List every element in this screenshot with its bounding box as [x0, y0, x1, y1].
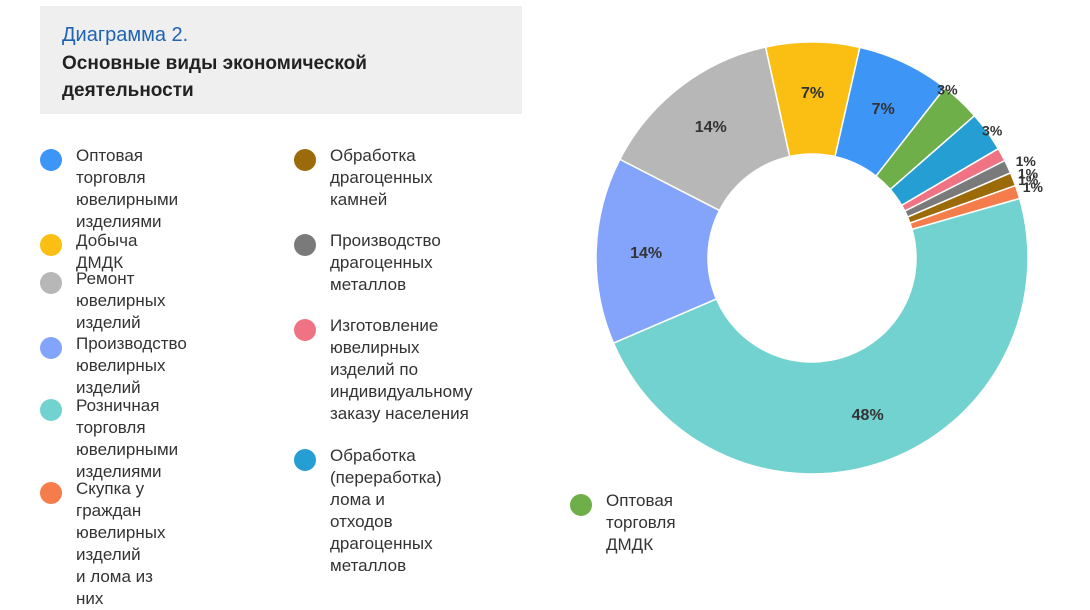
slice-label: 3% — [937, 81, 958, 97]
legend-marker — [40, 399, 62, 421]
donut-chart: 48%14%14%7%7%3%3%1%1%1%1% — [595, 41, 1044, 475]
legend-marker — [294, 449, 316, 471]
slice-label: 48% — [852, 407, 884, 424]
chart-subtitle: Основные виды экономической деятельности — [62, 53, 367, 101]
slice-label: 7% — [872, 101, 895, 118]
legend-label: Производство драгоценных металлов — [330, 231, 441, 294]
slice-label: 1% — [1023, 179, 1044, 195]
legend-marker — [294, 149, 316, 171]
chart-title: Диаграмма 2. — [62, 24, 189, 46]
legend-label: Обработка драгоценных камней — [330, 146, 433, 209]
legend-label: Розничная торговля ювелирными изделиями — [76, 396, 179, 481]
legend-marker — [40, 337, 62, 359]
slice-label: 14% — [695, 119, 727, 136]
legend-marker — [570, 494, 592, 516]
legend-label: Изготовление ювелирных изделий по индиви… — [330, 316, 473, 423]
donut-slice — [618, 46, 791, 212]
donut-slice — [595, 158, 721, 345]
slice-label: 1% — [1018, 165, 1039, 181]
slice-label: 1% — [1016, 153, 1037, 169]
legend-label: Ремонт ювелирных изделий — [76, 269, 166, 332]
legend-label: Добыча ДМДК — [76, 231, 138, 272]
legend-label: Оптовая торговля ДМДК — [606, 491, 676, 554]
legend-marker — [294, 234, 316, 256]
slice-label: 7% — [801, 85, 824, 102]
legend-label: Обработка (переработка) лома и отходов д… — [330, 446, 442, 575]
slice-label: 1% — [1018, 172, 1039, 188]
legend-marker — [294, 319, 316, 341]
legend-marker — [40, 149, 62, 171]
title-box: Диаграмма 2. Основные виды экономической… — [40, 6, 522, 114]
donut-slice — [909, 184, 1021, 231]
legend-label: Скупка у граждан ювелирных изделий и лом… — [76, 479, 166, 608]
slice-label: 14% — [630, 245, 662, 262]
legend-marker — [40, 482, 62, 504]
legend-label: Производство ювелирных изделий — [76, 334, 187, 397]
legend-label: Оптовая торговля ювелирными изделиями — [76, 146, 179, 231]
slice-label: 3% — [982, 122, 1003, 138]
legend-marker — [40, 272, 62, 294]
legend-marker — [40, 234, 62, 256]
donut-slice — [612, 197, 1029, 475]
